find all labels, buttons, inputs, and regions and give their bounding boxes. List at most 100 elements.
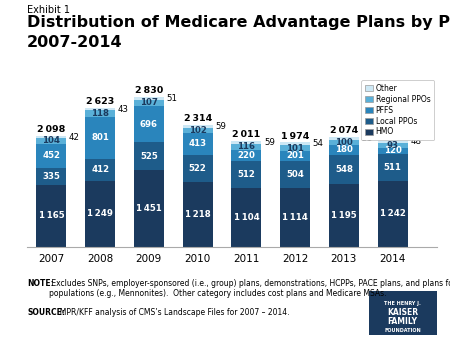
Text: 801: 801 [91,134,109,142]
Text: 59: 59 [264,138,275,147]
Bar [85,117,115,159]
Text: 51: 51 [361,134,373,143]
Bar [231,162,261,189]
Text: KAISER: KAISER [387,308,418,317]
Text: 335: 335 [42,172,60,181]
Text: 1 242: 1 242 [380,210,405,218]
Text: 525: 525 [140,152,158,161]
Bar [329,137,359,140]
Bar [36,144,67,168]
Text: FOUNDATION: FOUNDATION [384,328,421,333]
Text: NOTE:: NOTE: [27,279,54,288]
Bar [280,161,310,188]
Bar [183,128,213,133]
Text: 93: 93 [387,141,399,150]
Text: 2 623: 2 623 [86,97,114,106]
Bar [378,181,408,247]
Bar [134,170,164,247]
Bar [280,188,310,247]
Text: 102: 102 [189,126,207,135]
Text: 1 218: 1 218 [185,210,211,219]
Bar [231,141,261,144]
Bar [329,140,359,145]
Bar [183,124,213,128]
Text: 548: 548 [335,165,353,174]
Bar [134,142,164,170]
Text: 100: 100 [335,138,353,147]
Text: 59: 59 [215,122,226,130]
Bar [378,143,408,148]
Text: 42: 42 [69,132,80,142]
Bar [329,184,359,247]
Bar [183,133,213,155]
Bar [85,108,115,111]
Text: FAMILY: FAMILY [388,317,418,326]
Bar [231,150,261,161]
Bar [134,97,164,100]
Text: 1 974: 1 974 [281,131,309,141]
Bar [134,105,164,142]
Bar [36,168,67,185]
Text: 1 249: 1 249 [87,209,113,218]
Text: 180: 180 [335,145,353,154]
Bar [378,140,408,143]
Bar [280,145,310,151]
Bar [329,145,359,155]
Bar [85,159,115,181]
Bar [183,183,213,247]
Text: SOURCE:: SOURCE: [27,308,65,317]
Text: 1 165: 1 165 [39,212,64,220]
Text: 2 314: 2 314 [184,114,212,123]
Bar [36,138,67,144]
Bar [378,148,408,154]
Text: 2 830: 2 830 [135,87,163,95]
Bar [280,143,310,145]
Text: 2 014: 2 014 [378,129,407,139]
Bar [231,144,261,150]
Text: 412: 412 [91,165,109,174]
Text: 1 451: 1 451 [136,204,162,213]
Text: 2 011: 2 011 [232,130,261,139]
Text: 118: 118 [91,109,109,118]
Text: 504: 504 [286,170,304,179]
Bar [85,111,115,117]
Text: 1 114: 1 114 [282,213,308,222]
Text: 696: 696 [140,120,158,128]
Text: 512: 512 [238,170,255,179]
Bar [183,155,213,183]
Bar [36,185,67,247]
Text: 413: 413 [189,140,207,148]
Text: 120: 120 [384,146,401,155]
Bar [329,155,359,184]
Text: 2 098: 2 098 [37,125,66,134]
Text: 101: 101 [286,144,304,152]
Text: 116: 116 [238,142,256,151]
Text: 522: 522 [189,164,207,173]
Text: 201: 201 [286,151,304,161]
Text: Excludes SNPs, employer-sponsored (i.e., group) plans, demonstrations, HCPPs, PA: Excludes SNPs, employer-sponsored (i.e.,… [49,279,450,298]
Bar [85,181,115,247]
Legend: Other, Regional PPOs, PFFS, Local PPOs, HMO: Other, Regional PPOs, PFFS, Local PPOs, … [361,80,434,140]
Text: THE HENRY J.: THE HENRY J. [384,301,421,306]
Text: 511: 511 [384,163,401,172]
Text: 2007-2014: 2007-2014 [27,35,122,50]
Text: 107: 107 [140,98,158,107]
Text: MPR/KFF analysis of CMS’s Landscape Files for 2007 – 2014.: MPR/KFF analysis of CMS’s Landscape File… [55,308,289,317]
Text: 220: 220 [238,151,255,160]
Bar [378,154,408,181]
Text: 1 195: 1 195 [331,211,357,220]
Text: 48: 48 [410,137,421,146]
Text: 54: 54 [313,139,324,148]
Text: Distribution of Medicare Advantage Plans by Plan Type,: Distribution of Medicare Advantage Plans… [27,15,450,30]
Bar [36,136,67,138]
Text: 1 104: 1 104 [234,213,259,222]
Text: Exhibit 1: Exhibit 1 [27,5,70,15]
Text: 2 074: 2 074 [330,126,358,135]
Bar [134,100,164,105]
Text: 104: 104 [42,137,60,145]
Bar [280,151,310,161]
Text: 43: 43 [118,105,129,114]
Bar [231,189,261,247]
Text: 51: 51 [166,94,177,103]
Text: 452: 452 [42,151,60,160]
